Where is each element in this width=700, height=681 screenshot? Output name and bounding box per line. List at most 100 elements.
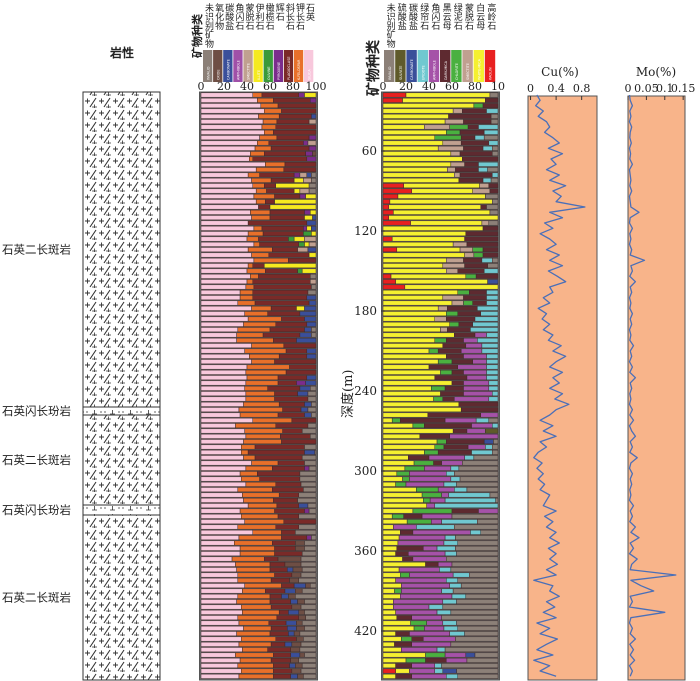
bar-row: [382, 615, 499, 621]
bar-row: [382, 439, 499, 445]
bar-segment-dark-mica: [452, 428, 468, 434]
bar-row: [382, 593, 499, 599]
bar-segment-plagioclase: [276, 119, 310, 125]
bar-segment-silica: [200, 129, 265, 135]
bar-segment-smectite: [450, 151, 461, 157]
bar-segment-invalid: [308, 508, 317, 514]
bar-segment-dark-mica: [466, 241, 499, 247]
bar-segment-dark-mica: [464, 236, 499, 242]
bar-segment-epidote: [436, 647, 446, 653]
bar-segment-invalid: [298, 524, 317, 530]
bar-segment-silica: [200, 161, 266, 167]
bar-segment-carbonate: [299, 332, 312, 338]
bar-segment-epidote: [486, 295, 499, 301]
bar-segment-invalid: [492, 151, 499, 157]
bar-segment-k-feldspar: [238, 620, 270, 626]
legend-swatch-silica: [304, 50, 314, 82]
bar-segment-plagioclase: [281, 529, 296, 535]
legend-label: 碳酸盐: [407, 2, 418, 30]
bar-row: [382, 257, 499, 263]
x-tick-label: 80: [468, 80, 482, 93]
bar-segment-plagioclase: [283, 519, 317, 525]
bar-segment-chlorite: [434, 444, 445, 450]
bar-segment-amphibole: [471, 423, 493, 429]
bar-segment-chlorite: [391, 417, 401, 423]
bar-segment-white-mica: [382, 604, 394, 610]
bar-segment-plagioclase: [272, 247, 298, 253]
bar-segment-silica: [200, 545, 241, 551]
bar-segment-plagioclase: [258, 236, 289, 242]
bar-segment-epidote: [448, 492, 491, 498]
bar-segment-oxide: [290, 657, 300, 663]
bar-row: [382, 529, 499, 535]
bar-segment-epidote: [472, 321, 499, 327]
bar-segment-k-feldspar: [245, 369, 287, 375]
bar-segment-pyroxene: [304, 209, 311, 215]
bar-row: [382, 428, 499, 434]
bar-segment-dark-mica: [395, 663, 412, 669]
bar-segment-chlorite: [463, 300, 473, 306]
bar-segment-white-mica: [382, 449, 425, 455]
bar-segment-invalid: [299, 471, 317, 477]
bar-segment-chlorite: [437, 359, 453, 365]
bar-segment-invalid: [301, 588, 317, 594]
bar-row: [200, 220, 317, 226]
bar-segment-chlorite: [449, 124, 469, 130]
bar-segment-plagioclase: [283, 167, 317, 173]
bar-segment-dark-mica: [459, 172, 493, 178]
bar-segment-invalid: [457, 625, 499, 631]
bar-segment-k-feldspar: [243, 401, 280, 407]
bar-segment-plagioclase: [289, 364, 317, 370]
bar-segment-silica: [200, 407, 240, 413]
bar-segment-epidote: [451, 593, 467, 599]
bar-segment-silica: [200, 305, 252, 311]
bar-segment-white-mica: [382, 647, 402, 653]
bar-segment-olivine: [297, 268, 303, 274]
bar-segment-invalid: [455, 636, 499, 642]
bar-segment-silica: [200, 108, 265, 114]
bar-segment-k-feldspar: [252, 529, 282, 535]
bar-segment-white-mica: [382, 316, 435, 322]
bar-segment-amphibole: [409, 471, 447, 477]
bar-segment-chlorite: [391, 513, 404, 519]
bar-segment-smectite: [481, 220, 490, 226]
bar-segment-olivine: [288, 236, 295, 242]
bar-segment-k-feldspar: [249, 156, 254, 162]
bar-row: [382, 263, 499, 269]
bar-segment-silica: [200, 615, 239, 621]
bar-segment-plagioclase: [261, 92, 300, 98]
bar-segment-k-feldspar: [253, 241, 260, 247]
bar-segment-dark-mica: [472, 300, 487, 306]
bar-segment-epidote: [488, 385, 499, 391]
bar-segment-plagioclase: [274, 545, 296, 551]
bar-row: [382, 92, 499, 98]
bar-segment-plagioclase: [277, 375, 308, 381]
x-tick-label: 0: [527, 82, 534, 95]
bar-row: [200, 284, 317, 290]
bar-row: [382, 631, 499, 637]
bar-row: [200, 300, 317, 306]
bar-segment-epidote: [434, 668, 444, 674]
bar-segment-plagioclase: [277, 412, 305, 418]
bar-segment-chlorite: [413, 625, 425, 631]
bar-segment-smectite: [307, 140, 317, 146]
bar-segment-chlorite: [405, 657, 426, 663]
bar-segment-amphibole: [474, 332, 487, 338]
bar-segment-white-mica: [382, 636, 402, 642]
bar-row: [200, 231, 317, 237]
bar-segment-white-mica: [382, 348, 430, 354]
bar-segment-invalid: [442, 604, 499, 610]
bar-segment-illite: [311, 231, 317, 237]
bar-segment-dark-mica: [460, 135, 476, 141]
bar-row: [382, 343, 499, 349]
bar-segment-epidote: [482, 177, 492, 183]
bar-segment-dark-mica: [443, 444, 469, 450]
bar-segment-plagioclase: [277, 380, 297, 386]
bar-segment-plagioclase: [254, 300, 310, 306]
bar-segment-epidote: [482, 145, 493, 151]
bar-segment-epidote: [477, 337, 499, 343]
bar-segment-white-mica: [382, 151, 452, 157]
bar-segment-silica: [200, 199, 257, 205]
bar-segment-white-mica: [382, 625, 415, 631]
bar-row: [200, 359, 317, 365]
